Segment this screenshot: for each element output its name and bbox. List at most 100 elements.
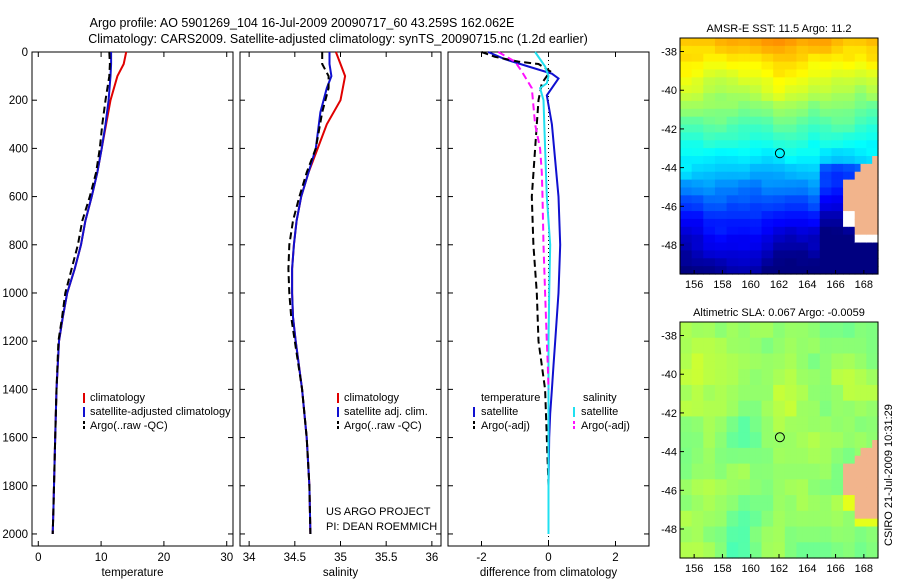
sla_map-cell <box>767 329 774 339</box>
sla_map-cell <box>854 392 862 402</box>
sst_map-cell <box>808 124 815 133</box>
sst_map-cell <box>755 234 763 244</box>
sst_map-cell <box>843 77 850 86</box>
sla_map-cell <box>691 329 699 339</box>
sla_map-cell <box>685 542 693 551</box>
temperature-xtick-label: 10 <box>95 552 108 564</box>
sst_map-cell <box>790 203 798 212</box>
sla_map-cell <box>784 455 792 465</box>
sla_map-cell <box>813 329 821 339</box>
sla_map-cell <box>732 534 739 543</box>
sla_map-cell <box>819 384 827 394</box>
sla_map-cell <box>703 369 710 378</box>
sst_map-cell <box>738 116 745 126</box>
sst_map-cell <box>848 108 856 118</box>
sla_map-cell <box>860 384 867 394</box>
sla_map-cell <box>831 518 838 528</box>
sla_map-cell <box>726 400 734 410</box>
sst_map-cell <box>779 195 786 204</box>
sst_map-cell <box>866 108 873 118</box>
sst_map-cell <box>738 226 745 236</box>
sla_map-cell <box>697 447 704 457</box>
sst_map-cell <box>848 148 856 157</box>
sst_map-cell <box>749 226 757 236</box>
sst_map-cell <box>843 171 850 181</box>
sst_map-cell <box>796 218 803 228</box>
sst_map-cell <box>837 61 844 71</box>
sla_map-cell <box>767 408 774 417</box>
sla_map-cell <box>761 542 768 551</box>
sla_map-cell <box>732 329 739 339</box>
sst_map-cell <box>796 195 803 204</box>
sst_map-cell <box>784 156 792 165</box>
sla_map-cell <box>796 518 803 528</box>
sst_map-cell <box>872 61 879 71</box>
sla_map-cell <box>697 471 704 480</box>
sla_map-cell <box>848 550 856 559</box>
sla_map-cell <box>866 487 873 496</box>
sst_map-cell <box>802 85 809 94</box>
sla_map-cell <box>825 487 833 496</box>
sla_map-cell <box>773 526 780 535</box>
sla_map-cell <box>726 440 734 449</box>
sla_map-cell <box>872 471 879 480</box>
sst_map-cell <box>738 156 745 165</box>
sla_map-cell <box>808 345 815 355</box>
sla_map-cell <box>697 392 704 402</box>
sla_map-cell <box>714 424 722 433</box>
sst_map-cell <box>837 132 844 141</box>
sst_map-cell <box>703 69 710 78</box>
sla_map-cell <box>848 440 856 449</box>
sst_map-cell <box>848 234 856 244</box>
sst_map-cell <box>802 93 809 102</box>
sst_map-cell <box>843 93 850 102</box>
sla_map-cell <box>773 369 780 378</box>
sst_map-cell <box>773 258 780 267</box>
sla_map-cell <box>726 479 734 488</box>
sla_map-cell <box>744 440 751 449</box>
sst_map-cell <box>697 226 704 236</box>
sst_map-cell <box>680 226 687 236</box>
sla_map-cell <box>773 337 780 347</box>
sst_map-cell <box>819 124 827 133</box>
sst_map-cell <box>784 38 792 47</box>
sst_map-cell <box>685 85 693 94</box>
sst_map-cell <box>685 124 693 133</box>
sla_map-cell <box>732 510 739 520</box>
sst_map-cell <box>784 163 792 173</box>
sla_map-cell <box>726 463 734 473</box>
sst_map-cell <box>872 179 879 189</box>
sla_map-cell <box>866 518 873 528</box>
sla_map-cell <box>703 416 710 425</box>
sla_map-cell <box>691 400 699 410</box>
sst_map-cell <box>831 211 838 220</box>
sla_map-cell <box>872 345 879 355</box>
sst_map-cell <box>825 140 833 149</box>
sla_map-cell <box>685 518 693 528</box>
sst_map-cell <box>860 218 867 228</box>
sst_map-xtick-label: 160 <box>742 279 760 291</box>
sst_map-cell <box>680 187 687 196</box>
sla_map-cell <box>744 542 751 551</box>
sst_map-cell <box>843 100 850 110</box>
sst_map-cell <box>703 38 710 47</box>
sst_map-cell <box>680 85 687 94</box>
sst_map-cell <box>703 100 710 110</box>
sla_map-cell <box>779 408 786 417</box>
sst_map-cell <box>767 38 774 47</box>
sst_map-cell <box>732 45 739 55</box>
sst_map-cell <box>709 266 716 275</box>
sst_map-cell <box>831 203 838 212</box>
sla_map-cell <box>819 369 827 378</box>
sla_map-cell <box>866 408 873 417</box>
sla_map-cell <box>825 377 833 386</box>
sst_map-cell <box>779 242 786 251</box>
sla_map-cell <box>709 432 716 441</box>
sla_map-cell <box>714 432 722 441</box>
sla_map-cell <box>773 408 780 417</box>
sst_map-cell <box>872 234 879 244</box>
sla_map-cell <box>720 495 728 504</box>
sla_map-cell <box>744 455 751 465</box>
sst_map-cell <box>691 45 699 55</box>
sst_map-cell <box>848 218 856 228</box>
